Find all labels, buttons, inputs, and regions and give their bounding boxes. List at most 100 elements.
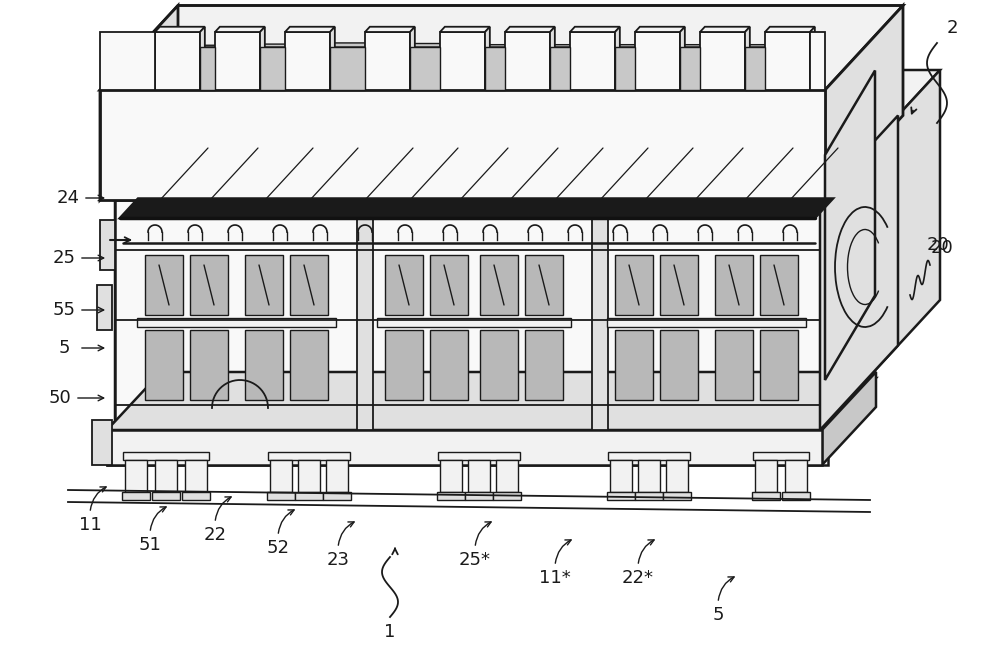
Polygon shape <box>155 27 205 32</box>
Polygon shape <box>635 32 680 90</box>
Polygon shape <box>745 45 767 47</box>
Polygon shape <box>100 90 825 200</box>
Polygon shape <box>200 27 205 90</box>
Polygon shape <box>715 330 753 400</box>
Polygon shape <box>680 47 700 90</box>
Polygon shape <box>295 492 323 500</box>
Polygon shape <box>323 492 351 500</box>
Polygon shape <box>100 5 903 90</box>
Polygon shape <box>635 492 663 500</box>
Polygon shape <box>465 492 493 500</box>
Text: 22*: 22* <box>622 569 654 587</box>
Polygon shape <box>570 32 615 90</box>
Polygon shape <box>215 27 265 32</box>
Polygon shape <box>410 47 440 90</box>
Polygon shape <box>245 330 283 400</box>
Polygon shape <box>570 27 620 32</box>
Polygon shape <box>440 27 490 32</box>
Polygon shape <box>525 330 563 400</box>
Polygon shape <box>615 255 653 315</box>
Polygon shape <box>820 70 940 430</box>
Polygon shape <box>680 45 702 47</box>
Text: 25: 25 <box>53 249 76 267</box>
Polygon shape <box>145 255 183 315</box>
Text: 24: 24 <box>57 189 80 207</box>
Polygon shape <box>615 27 620 90</box>
Text: 1: 1 <box>384 623 396 641</box>
Polygon shape <box>385 255 423 315</box>
Polygon shape <box>115 200 820 430</box>
Polygon shape <box>260 47 285 90</box>
Polygon shape <box>505 32 550 90</box>
Polygon shape <box>270 460 292 492</box>
Polygon shape <box>145 330 183 400</box>
Polygon shape <box>715 255 753 315</box>
Polygon shape <box>430 330 468 400</box>
Polygon shape <box>200 45 217 47</box>
Polygon shape <box>100 32 155 90</box>
Polygon shape <box>285 32 330 90</box>
Polygon shape <box>115 70 235 430</box>
Polygon shape <box>107 372 876 430</box>
Polygon shape <box>268 452 350 460</box>
Polygon shape <box>550 27 555 90</box>
Polygon shape <box>615 45 637 47</box>
Polygon shape <box>745 47 765 90</box>
Polygon shape <box>760 255 798 315</box>
Polygon shape <box>440 32 485 90</box>
Polygon shape <box>755 460 777 492</box>
Text: 23: 23 <box>327 551 350 569</box>
Polygon shape <box>437 492 465 500</box>
Polygon shape <box>505 27 555 32</box>
Polygon shape <box>92 420 112 465</box>
Polygon shape <box>200 47 215 90</box>
Polygon shape <box>215 32 260 90</box>
Polygon shape <box>107 378 876 430</box>
Text: 20: 20 <box>927 236 949 254</box>
Polygon shape <box>365 27 415 32</box>
Polygon shape <box>810 32 825 90</box>
Polygon shape <box>137 318 336 327</box>
Polygon shape <box>635 27 685 32</box>
Polygon shape <box>430 255 468 315</box>
Polygon shape <box>752 492 780 500</box>
Polygon shape <box>267 492 295 500</box>
Polygon shape <box>700 32 745 90</box>
Polygon shape <box>782 492 810 500</box>
Polygon shape <box>825 5 903 200</box>
Polygon shape <box>485 27 490 90</box>
Polygon shape <box>810 27 815 90</box>
Polygon shape <box>365 32 410 90</box>
Polygon shape <box>190 255 228 315</box>
Polygon shape <box>298 460 320 492</box>
Polygon shape <box>245 255 283 315</box>
Text: 5: 5 <box>712 606 724 624</box>
Polygon shape <box>666 460 688 492</box>
Polygon shape <box>493 492 521 500</box>
Text: 11: 11 <box>79 516 101 534</box>
Polygon shape <box>765 27 815 32</box>
Polygon shape <box>185 460 207 492</box>
Polygon shape <box>123 452 209 460</box>
Polygon shape <box>745 27 750 90</box>
Polygon shape <box>260 44 288 47</box>
Polygon shape <box>155 32 200 90</box>
Polygon shape <box>100 220 115 270</box>
Polygon shape <box>163 148 868 378</box>
Polygon shape <box>638 460 660 492</box>
Polygon shape <box>385 330 423 400</box>
Polygon shape <box>97 285 112 330</box>
Polygon shape <box>820 116 898 430</box>
Polygon shape <box>550 47 570 90</box>
Polygon shape <box>765 32 810 90</box>
Polygon shape <box>100 5 178 200</box>
Text: 25*: 25* <box>459 551 491 569</box>
Polygon shape <box>330 47 365 90</box>
Text: 52: 52 <box>267 539 290 557</box>
Text: 11*: 11* <box>539 569 571 587</box>
Text: 51: 51 <box>139 536 161 554</box>
Polygon shape <box>825 70 875 380</box>
Polygon shape <box>290 255 328 315</box>
Polygon shape <box>550 45 572 47</box>
Polygon shape <box>182 492 210 500</box>
